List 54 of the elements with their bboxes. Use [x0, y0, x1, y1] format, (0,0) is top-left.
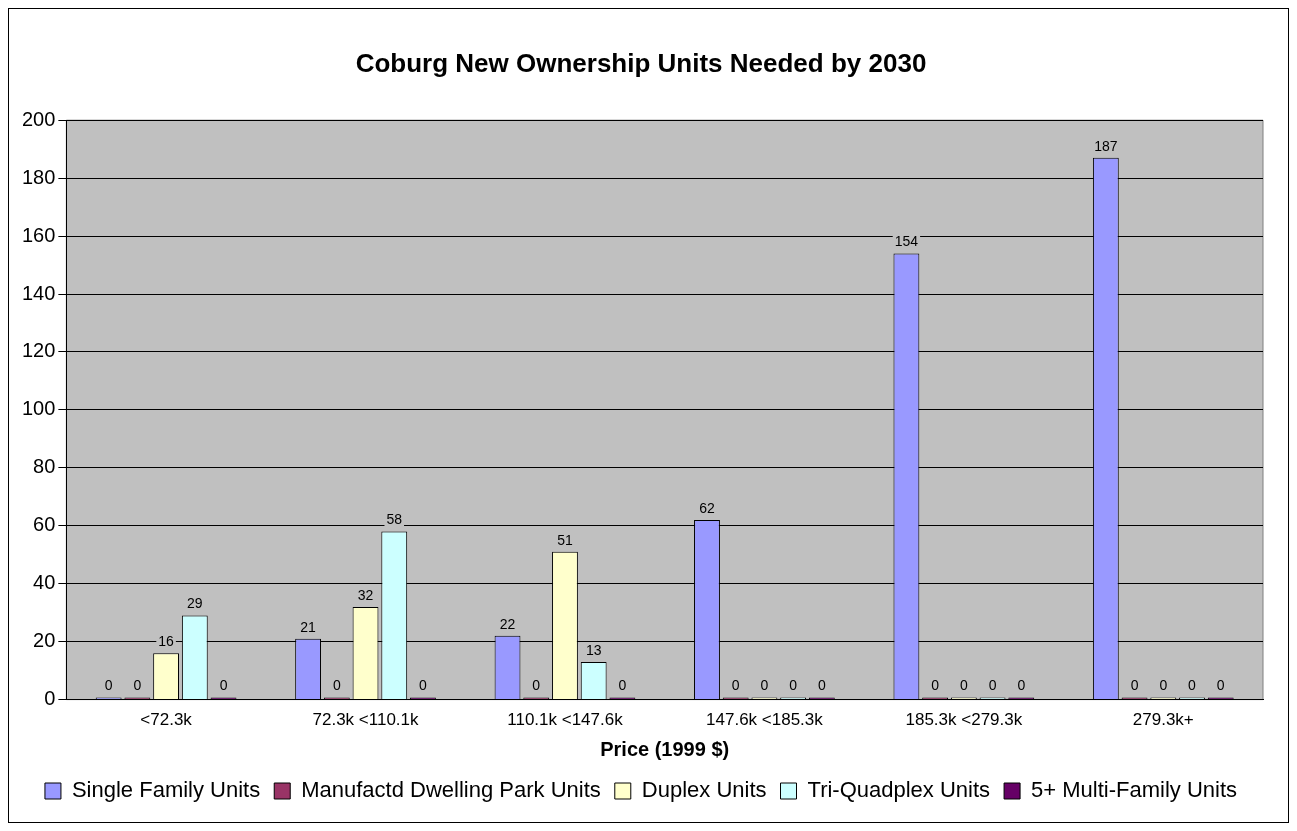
data-label: 154	[894, 233, 919, 250]
data-label: 0	[219, 677, 228, 694]
data-label: 62	[699, 499, 715, 516]
y-tick-label: 100	[21, 397, 56, 420]
data-label: 187	[1094, 137, 1118, 154]
y-tick-label: 120	[21, 339, 56, 362]
y-tick-label: 160	[21, 223, 56, 246]
data-label: 0	[931, 677, 940, 694]
x-tick-label: 72.3k <110.1k	[312, 710, 420, 730]
data-label: 0	[104, 677, 113, 694]
data-label: 0	[1130, 677, 1139, 694]
legend-label: Tri-Quadplex Units	[807, 777, 991, 803]
data-label: 0	[532, 677, 541, 694]
data-label: 21	[300, 618, 317, 635]
chart-title: Coburg New Ownership Units Needed by 2030	[355, 47, 927, 78]
data-label: 0	[618, 677, 627, 694]
data-label: 0	[959, 677, 968, 694]
legend-label: Manufactd Dwelling Park Units	[301, 777, 601, 803]
data-label: 0	[789, 677, 798, 694]
y-tick-label: 200	[21, 107, 56, 130]
y-tick-label: 60	[33, 513, 56, 536]
data-label: 0	[133, 677, 142, 694]
data-label: 32	[357, 586, 374, 603]
data-label: 0	[817, 677, 826, 694]
x-tick-label: 279.3k+	[1132, 710, 1194, 730]
data-label: 0	[988, 677, 997, 694]
data-label: 0	[1017, 677, 1026, 694]
legend-label: 5+ Multi-Family Units	[1031, 777, 1238, 803]
data-label: 58	[386, 511, 403, 528]
data-label: 0	[1188, 677, 1197, 694]
x-tick-label: 185.3k <279.3k	[905, 710, 1023, 730]
data-label: 0	[760, 677, 769, 694]
data-label: 0	[731, 677, 740, 694]
y-tick-label: 140	[21, 281, 56, 304]
data-label: 0	[1216, 677, 1225, 694]
y-tick-label: 40	[33, 571, 56, 594]
x-tick-label: 110.1k <147.6k	[507, 710, 624, 730]
data-label: 51	[557, 531, 573, 548]
y-tick-label: 180	[21, 165, 56, 188]
data-label: 0	[332, 677, 341, 694]
x-tick-label: 147.6k <185.3k	[706, 710, 824, 730]
y-tick-label: 0	[44, 687, 56, 710]
legend-label: Single Family Units	[71, 777, 261, 803]
x-tick-label: <72.3k	[140, 710, 193, 730]
data-label: 29	[187, 595, 203, 612]
legend-label: Duplex Units	[641, 777, 767, 803]
y-tick-label: 80	[33, 455, 56, 478]
data-label: 13	[585, 641, 602, 658]
x-axis-title: Price (1999 $)	[600, 737, 730, 760]
data-label: 0	[1159, 677, 1168, 694]
data-label: 16	[158, 633, 175, 650]
data-label: 0	[419, 677, 428, 694]
data-label: 22	[499, 615, 516, 632]
y-tick-label: 20	[33, 629, 56, 652]
